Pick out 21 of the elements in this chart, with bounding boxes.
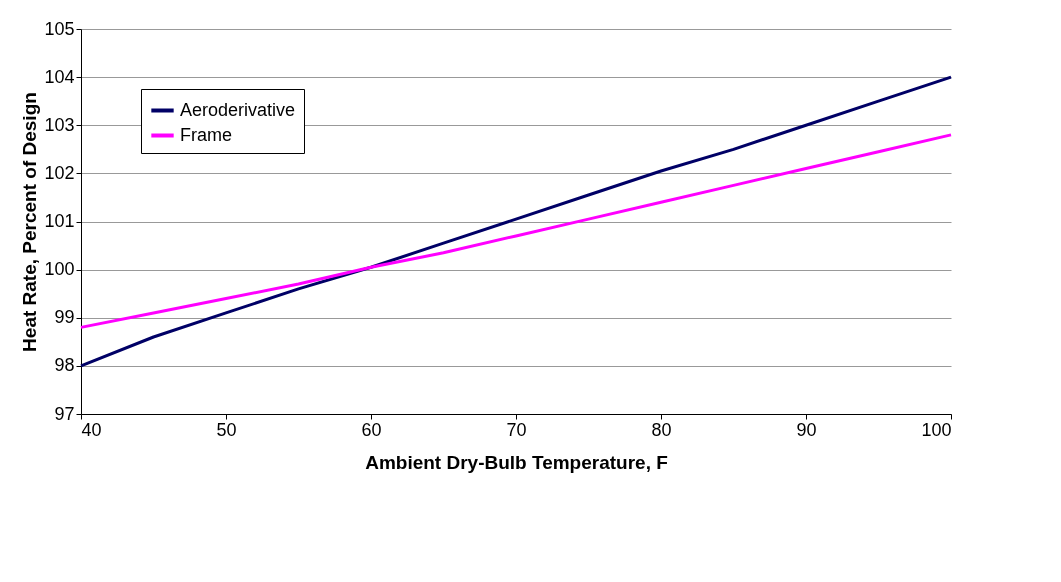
y-tick-label: 102 — [44, 162, 75, 183]
x-axis-title: Ambient Dry-Bulb Temperature, F — [365, 451, 668, 473]
y-tick-label: 101 — [44, 211, 75, 231]
x-tick-label: 70 — [506, 419, 527, 440]
legend-label: Frame — [180, 124, 233, 145]
y-tick-label: 103 — [44, 114, 75, 135]
y-tick-label: 104 — [44, 66, 75, 87]
legend-label: Aeroderivative — [180, 99, 296, 120]
x-tick-label: 100 — [921, 419, 952, 440]
x-tick-label: 60 — [361, 419, 382, 440]
y-tick-label: 100 — [44, 259, 75, 280]
y-tick-label: 105 — [44, 18, 75, 39]
x-tick-label: 90 — [796, 419, 817, 440]
y-tick-label: 99 — [54, 307, 75, 328]
x-tick-label: 80 — [651, 419, 672, 440]
y-axis-title: Heat Rate, Percent of Design — [19, 92, 41, 352]
line-series — [79, 75, 953, 368]
x-tick-label: 50 — [216, 419, 237, 440]
x-tick-label: 40 — [81, 419, 102, 440]
y-tick-label: 98 — [54, 355, 75, 376]
y-tick-label: 97 — [54, 403, 75, 424]
